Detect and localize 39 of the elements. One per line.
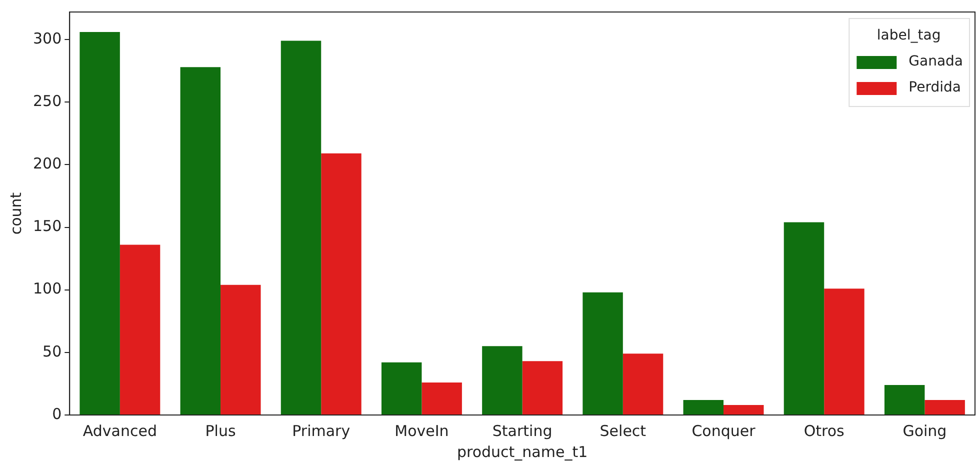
x-tick-label: Select (600, 422, 646, 440)
y-tick-label: 250 (32, 92, 62, 110)
bar (522, 361, 563, 414)
bar (321, 153, 362, 414)
y-tick-label: 300 (32, 29, 62, 48)
x-tick-label: Plus (205, 422, 236, 440)
bar (622, 354, 664, 414)
bar (884, 384, 925, 414)
bar (80, 32, 120, 414)
y-tick-label: 0 (52, 404, 62, 423)
x-tick-label: Advanced (82, 422, 157, 440)
x-tick-label: MoveIn (394, 422, 449, 440)
x-tick-label: Otros (804, 422, 845, 440)
bar (824, 288, 864, 414)
x-axis-title: product_name_t1 (456, 442, 588, 461)
bar (683, 400, 724, 414)
bar (180, 67, 221, 414)
bar (422, 382, 462, 414)
bar (280, 40, 322, 414)
bar (381, 362, 422, 414)
y-axis-title: count (6, 192, 25, 235)
x-tick-label: Conquer (692, 422, 756, 440)
y-tick-label: 200 (32, 154, 62, 173)
x-tick-label: Starting (492, 422, 552, 440)
x-tick-label: Primary (292, 422, 350, 440)
y-tick-label: 100 (32, 280, 62, 298)
y-tick-label: 50 (42, 342, 62, 360)
legend-label: Ganada (908, 54, 964, 70)
bar (120, 244, 160, 414)
bar (924, 400, 965, 414)
y-tick-label: 150 (32, 217, 62, 236)
x-tick-label: Going (902, 422, 947, 440)
legend-title: label_tag (876, 28, 941, 44)
bar (784, 222, 824, 414)
bar (582, 292, 623, 414)
bar (724, 404, 764, 414)
legend-label: Perdida (908, 80, 961, 96)
bar (220, 284, 261, 414)
bar (482, 346, 522, 414)
